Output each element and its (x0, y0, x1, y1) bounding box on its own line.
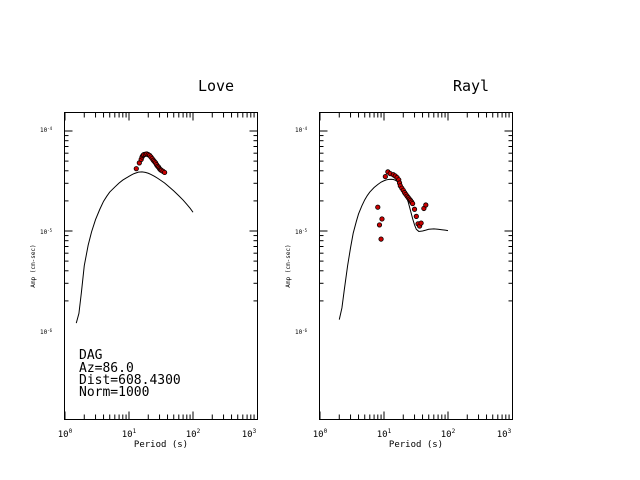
rayl-synthetic-curve (338, 178, 449, 320)
rayl-ytick-label: 10-5 (295, 228, 308, 236)
rayl-observed-point (378, 236, 384, 242)
rayl-observed-point (375, 204, 381, 210)
love-data-layer (75, 151, 194, 324)
azimuth-annotation: Az=86.0 (79, 361, 134, 376)
rayl-plot-frame (319, 112, 513, 420)
rayl-observed-point (423, 202, 429, 208)
rayl-observed-point (379, 216, 385, 222)
rayl-ytick-label: 10-4 (295, 126, 308, 134)
rayl-x-axis-label: Period (s) (389, 440, 443, 450)
station-annotation: DAG (79, 348, 103, 363)
rayl-observed-point (376, 222, 383, 228)
love-xtick-label: 101 (122, 428, 137, 440)
love-xtick-label: 102 (186, 428, 201, 440)
rayl-xtick-label: 101 (377, 428, 392, 440)
love-xtick-label: 100 (58, 428, 73, 440)
love-plot-frame (64, 112, 258, 420)
rayl-observed-point (382, 173, 388, 180)
love-y-axis-label: Amp (cm-sec) (30, 244, 37, 287)
love-observed-point (162, 169, 168, 176)
love-axis-ticks (64, 112, 258, 420)
rayl-observed-point (418, 220, 424, 226)
rayl-observed-point (413, 213, 419, 219)
rayl-data-layer (338, 169, 449, 320)
distance-annotation: Dist=608.4300 (79, 373, 181, 388)
rayl-y-axis-label: Amp (cm-sec) (285, 244, 292, 287)
rayl-xtick-label: 102 (441, 428, 456, 440)
love-xtick-label: 103 (242, 428, 257, 440)
love-ytick-label: 10-6 (40, 328, 53, 336)
rayl-observed-point (411, 206, 418, 212)
love-x-axis-label: Period (s) (134, 440, 188, 450)
rayl-axis-ticks (319, 112, 513, 420)
rayl-xtick-label: 100 (313, 428, 328, 440)
rayl-title: Rayl (453, 77, 489, 95)
love-title: Love (198, 77, 234, 95)
love-synthetic-curve (75, 171, 194, 324)
rayl-ytick-label: 10-6 (295, 328, 308, 336)
love-ytick-label: 10-5 (40, 228, 53, 236)
love-observed-point (133, 166, 139, 172)
norm-annotation: Norm=1000 (79, 385, 149, 400)
rayl-observed-point (410, 200, 416, 207)
love-ytick-label: 10-4 (40, 126, 53, 134)
rayl-xtick-label: 103 (497, 428, 512, 440)
